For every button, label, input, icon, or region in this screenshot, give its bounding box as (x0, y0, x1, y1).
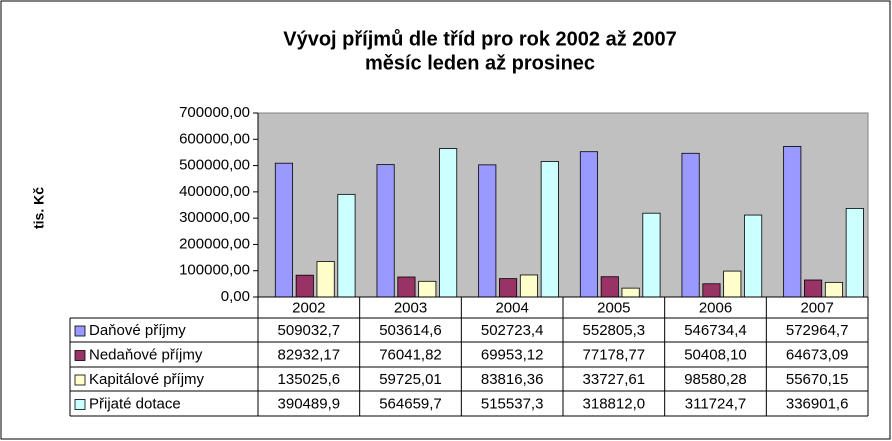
y-tick-label: 0,00 (221, 288, 250, 305)
table-cell: 77178,77 (583, 346, 646, 363)
table-cell: 509032,7 (278, 322, 341, 339)
bar (439, 148, 458, 298)
table-cell: 76041,82 (379, 346, 442, 363)
bar (824, 281, 843, 298)
table-cell: 69953,12 (481, 346, 544, 363)
table-cell: 50408,10 (684, 346, 747, 363)
y-tick-label: 300000,00 (179, 209, 250, 226)
table-cell: 564659,7 (379, 395, 442, 412)
x-tick-label: 2004 (495, 299, 528, 316)
bar (274, 162, 293, 298)
table-cell: 135025,6 (278, 371, 341, 388)
x-tick-label: 2006 (699, 299, 732, 316)
bar (783, 145, 802, 298)
bar (540, 161, 559, 298)
bar (642, 212, 661, 298)
bar (499, 278, 518, 298)
bar (579, 151, 598, 298)
table-cell: 64673,09 (786, 346, 849, 363)
bar (621, 287, 640, 298)
y-tick-label: 600000,00 (179, 130, 250, 147)
bar (804, 279, 823, 298)
table-cell: 59725,01 (379, 371, 442, 388)
bar (723, 270, 742, 298)
table-cell: 515537,3 (481, 395, 544, 412)
legend-swatch (74, 325, 86, 337)
bar (702, 283, 721, 298)
legend-label: Nedaňové příjmy (89, 346, 203, 363)
bar (519, 274, 538, 298)
bar (600, 276, 619, 298)
table-cell: 546734,4 (684, 322, 747, 339)
table-cell: 82932,17 (278, 346, 341, 363)
y-tick-label: 400000,00 (179, 183, 250, 200)
table-cell: 336901,6 (786, 395, 849, 412)
legend-swatch (74, 350, 86, 361)
bar (681, 152, 700, 298)
x-tick-label: 2007 (800, 299, 833, 316)
bar (478, 164, 497, 298)
bar (418, 280, 437, 298)
chart-title: Vývoj příjmů dle tříd pro rok 2002 až 20… (283, 28, 677, 50)
plot-area (257, 112, 869, 298)
table-cell: 503614,6 (379, 322, 442, 339)
bar (397, 276, 416, 298)
bar (744, 214, 763, 298)
table-cell: 390489,9 (278, 395, 341, 412)
table-cell: 552805,3 (583, 322, 646, 339)
table-cell: 311724,7 (685, 395, 746, 412)
y-tick-label: 200000,00 (179, 235, 250, 252)
table-cell: 572964,7 (786, 322, 849, 339)
legend-label: Kapitálové příjmy (89, 371, 205, 388)
table-cell: 55670,15 (786, 371, 849, 388)
bar (845, 208, 864, 298)
chart-subtitle: měsíc leden až prosinec (365, 52, 595, 74)
bar (295, 274, 314, 298)
table-cell: 98580,28 (684, 371, 747, 388)
legend-swatch (74, 399, 86, 410)
table-cell: 33727,61 (583, 371, 646, 388)
x-tick-label: 2002 (292, 299, 325, 316)
bar (316, 261, 335, 298)
legend-swatch (74, 374, 86, 386)
bar (376, 164, 395, 298)
table-cell: 502723,4 (481, 322, 544, 339)
y-tick-label: 500000,00 (179, 157, 250, 174)
table-cell: 83816,36 (481, 371, 544, 388)
legend-label: Daňové příjmy (89, 322, 186, 339)
x-tick-label: 2003 (394, 299, 427, 316)
legend-label: Přijaté dotace (89, 395, 181, 412)
y-tick-label: 700000,00 (179, 104, 250, 121)
table-cell: 318812,0 (583, 395, 646, 412)
y-tick-label: 100000,00 (179, 262, 250, 279)
y-axis-label: tis. Kč (31, 187, 47, 229)
bar (337, 193, 356, 298)
x-tick-label: 2005 (597, 299, 630, 316)
